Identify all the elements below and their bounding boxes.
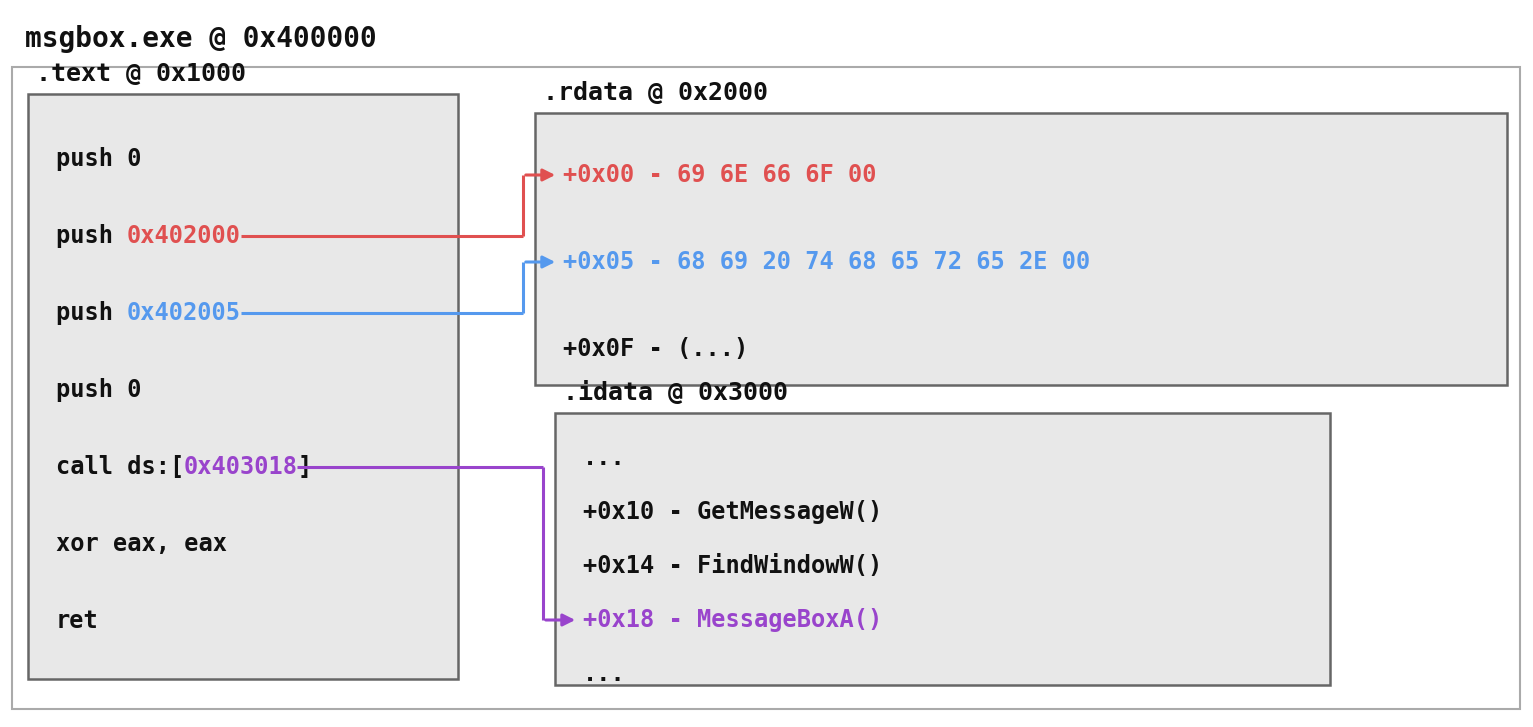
Text: .idata @ 0x3000: .idata @ 0x3000 [563, 381, 788, 405]
Text: ]: ] [297, 455, 311, 479]
Text: push 0: push 0 [57, 147, 141, 171]
Text: +0x05 - 68 69 20 74 68 65 72 65 2E 00: +0x05 - 68 69 20 74 68 65 72 65 2E 00 [563, 250, 1090, 274]
Text: +0x0F - (...): +0x0F - (...) [563, 337, 748, 361]
Text: 0x403018: 0x403018 [184, 455, 297, 479]
Bar [535, 113, 1507, 385]
Text: msgbox.exe @ 0x400000: msgbox.exe @ 0x400000 [25, 25, 377, 53]
Text: .rdata @ 0x2000: .rdata @ 0x2000 [543, 81, 768, 105]
Text: xor eax, eax: xor eax, eax [57, 532, 227, 556]
Text: +0x18 - MessageBoxA(): +0x18 - MessageBoxA() [583, 608, 883, 632]
Text: call ds:[: call ds:[ [57, 455, 184, 479]
Text: push: push [57, 301, 127, 325]
Text: push 0: push 0 [57, 378, 141, 402]
Bar [555, 413, 1331, 685]
Bar [12, 67, 1521, 709]
Text: .text @ 0x1000: .text @ 0x1000 [35, 62, 245, 86]
Text: +0x10 - GetMessageW(): +0x10 - GetMessageW() [583, 500, 883, 524]
Text: ...: ... [583, 446, 625, 470]
Text: ret: ret [57, 609, 98, 633]
Text: +0x00 - 69 6E 66 6F 00: +0x00 - 69 6E 66 6F 00 [563, 163, 877, 187]
Bar [28, 94, 458, 679]
Text: +0x14 - FindWindowW(): +0x14 - FindWindowW() [583, 554, 883, 578]
Text: push: push [57, 224, 127, 248]
Text: ...: ... [583, 662, 625, 686]
Text: 0x402005: 0x402005 [127, 301, 241, 325]
Text: 0x402000: 0x402000 [127, 224, 241, 248]
